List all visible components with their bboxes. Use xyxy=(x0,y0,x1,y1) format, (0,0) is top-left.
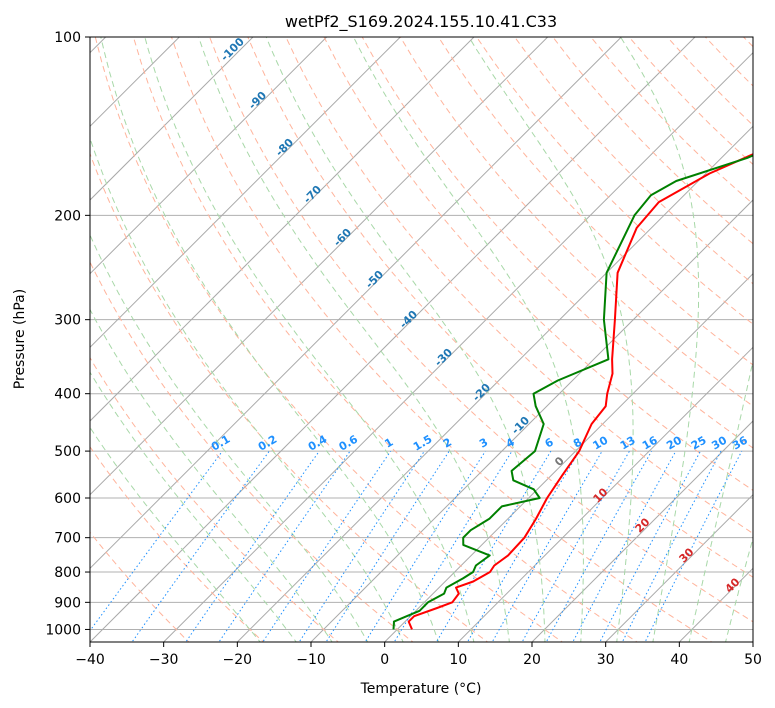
moist-adiabat-line xyxy=(265,37,546,642)
x-tick-label: 30 xyxy=(597,652,615,668)
x-tick-label: 20 xyxy=(523,652,541,668)
isotherm-line xyxy=(90,37,401,349)
moist-adiabat-line xyxy=(90,426,261,642)
dry-adiabat-line xyxy=(247,37,753,578)
x-tick-label: 0 xyxy=(380,652,389,668)
x-tick-label: −40 xyxy=(75,652,105,668)
mixing-ratio-line xyxy=(572,450,677,642)
mixing-ratio-line xyxy=(131,450,270,642)
dry-adiabat-line xyxy=(514,37,753,285)
x-tick-label: 50 xyxy=(744,652,762,668)
moist-adiabat-line xyxy=(100,37,440,642)
moist-adiabat-line xyxy=(620,37,700,642)
dry-adiabat-line xyxy=(132,37,638,642)
dry-adiabat-line xyxy=(285,37,753,535)
dry-adiabat-line xyxy=(323,37,753,491)
moist-adiabat-line xyxy=(198,37,510,642)
x-tick-label: −20 xyxy=(223,652,253,668)
x-tick-label: −10 xyxy=(296,652,326,668)
dry-adiabat-line xyxy=(90,260,414,642)
isotherm-line xyxy=(90,37,475,422)
moist-adiabat-line xyxy=(725,536,753,642)
dry-adiabat-line xyxy=(90,356,339,642)
dry-adiabat-line xyxy=(437,37,753,366)
mixing-ratio-line xyxy=(185,450,320,642)
isotherm-line xyxy=(531,420,753,642)
isotherm-line xyxy=(90,37,696,642)
dewpoint-line xyxy=(392,154,753,630)
y-tick-label: 900 xyxy=(54,595,81,611)
dry-adiabat-line xyxy=(90,152,489,642)
mixing-ratio-line xyxy=(325,450,450,642)
isotherm-line xyxy=(457,346,753,642)
dry-adiabat-line xyxy=(399,37,753,407)
isotherm-line xyxy=(90,37,622,570)
moist-adiabat-line xyxy=(90,371,297,642)
x-axis-label: Temperature (°C) xyxy=(360,681,482,697)
moist-adiabat-line xyxy=(688,358,753,642)
y-tick-label: 600 xyxy=(54,491,81,507)
dry-adiabat-line xyxy=(90,446,265,642)
x-tick-label: 10 xyxy=(449,652,467,668)
plot-frame xyxy=(89,36,754,643)
y-axis-label: Pressure (hPa) xyxy=(12,289,28,389)
moist-adiabat-line xyxy=(468,37,634,642)
isotherm-line xyxy=(384,272,753,642)
mixing-ratio-line xyxy=(393,450,513,642)
y-tick-label: 800 xyxy=(54,565,81,581)
dry-adiabat-line xyxy=(476,37,753,325)
x-axis: −40 −30 −20 −10 0 10 20 30 40 50 xyxy=(75,642,762,668)
mixing-ratio-line xyxy=(466,450,580,642)
y-tick-label: 400 xyxy=(54,387,81,403)
y-axis: 100 200 300 400 500 600 700 800 900 1000 xyxy=(45,30,90,638)
y-tick-label: 1000 xyxy=(45,622,81,638)
mixing-ratio-line xyxy=(262,450,392,642)
y-tick-label: 300 xyxy=(54,313,81,329)
y-tick-label: 700 xyxy=(54,531,81,547)
isotherm-line xyxy=(163,51,753,642)
isotherm-line xyxy=(236,125,753,642)
isotherm-line xyxy=(90,37,254,201)
moist-adiabat-line xyxy=(353,37,584,642)
dry-adiabat-line xyxy=(94,37,564,642)
x-tick-label: −30 xyxy=(149,652,179,668)
mixing-ratio-line xyxy=(621,450,722,642)
isotherm-line xyxy=(90,37,328,275)
mixing-ratio-line xyxy=(298,450,425,642)
y-tick-label: 500 xyxy=(54,444,81,460)
mixing-ratio-line xyxy=(599,450,701,642)
mixing-ratio-line xyxy=(218,450,351,642)
dry-adiabat-line xyxy=(171,37,713,642)
isotherm-line xyxy=(90,37,549,496)
y-tick-label: 100 xyxy=(54,30,81,46)
moist-adiabat-line xyxy=(90,136,404,642)
mixing-ratio-line xyxy=(90,450,223,632)
moist-adiabat-line xyxy=(90,308,333,642)
x-tick-label: 40 xyxy=(670,652,688,668)
moist-adiabat-line xyxy=(90,233,369,642)
y-tick-label: 200 xyxy=(54,208,81,224)
dry-adiabat-line xyxy=(209,37,753,623)
chart-title: wetPf2_S169.2024.155.10.41.C33 xyxy=(285,12,557,32)
temperature-line xyxy=(407,153,753,630)
moist-adiabat-line xyxy=(144,37,475,642)
isotherm-line xyxy=(605,493,753,642)
mixing-ratio-line xyxy=(364,450,486,642)
dry-adiabat-line xyxy=(361,37,753,449)
